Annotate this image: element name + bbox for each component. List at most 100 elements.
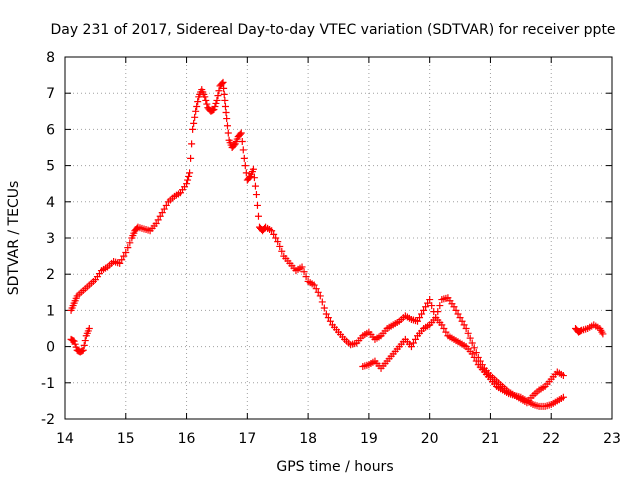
data-point — [221, 96, 229, 104]
data-point — [462, 325, 470, 332]
data-point — [78, 347, 86, 355]
data-point — [458, 317, 466, 325]
data-point — [270, 230, 278, 238]
data-point — [472, 349, 480, 357]
data-point — [80, 341, 88, 349]
data-point — [468, 339, 476, 347]
data-point — [70, 337, 78, 345]
data-point — [230, 141, 238, 149]
data-point — [302, 273, 310, 281]
data-point — [220, 90, 228, 98]
data-points — [67, 78, 607, 410]
data-point — [184, 176, 192, 184]
data-point — [240, 154, 248, 162]
data-point — [239, 146, 247, 154]
y-tick-label: 3 — [46, 231, 55, 247]
data-point — [577, 327, 585, 335]
data-point — [432, 314, 440, 322]
data-point — [318, 298, 326, 306]
x-tick-label: 20 — [421, 431, 439, 447]
data-point — [464, 329, 472, 337]
x-tick-label: 17 — [238, 431, 256, 447]
y-tick-label: 1 — [46, 303, 55, 319]
data-point — [189, 125, 197, 133]
data-point — [118, 256, 126, 264]
series-main — [67, 78, 567, 410]
x-tick-label: 14 — [56, 431, 74, 447]
data-point — [158, 209, 166, 217]
data-point — [249, 165, 257, 173]
data-point — [420, 306, 428, 314]
x-tick-label: 18 — [299, 431, 317, 447]
x-tick-label: 15 — [117, 431, 135, 447]
data-point — [300, 268, 308, 276]
data-point — [162, 201, 170, 209]
data-point — [236, 130, 244, 138]
data-point — [272, 234, 280, 242]
data-point — [250, 174, 258, 182]
data-point — [428, 302, 436, 310]
data-point — [194, 98, 202, 106]
data-point — [213, 96, 221, 104]
data-point — [312, 285, 320, 293]
data-point — [442, 328, 450, 336]
data-point — [79, 346, 87, 354]
data-point — [450, 303, 458, 311]
data-point — [326, 317, 334, 325]
data-point — [254, 212, 262, 220]
series-secondary — [359, 294, 567, 407]
data-point — [210, 105, 218, 113]
data-point — [223, 115, 231, 123]
data-point — [192, 107, 200, 115]
data-point — [124, 244, 132, 252]
data-point — [276, 242, 284, 250]
data-point — [183, 180, 191, 188]
y-tick-label: 2 — [46, 267, 55, 283]
data-point — [190, 119, 198, 127]
data-point — [122, 248, 130, 256]
data-point — [85, 325, 93, 332]
data-point — [154, 216, 162, 224]
data-point — [224, 129, 232, 137]
data-point — [186, 169, 194, 177]
data-point — [436, 302, 444, 310]
data-point — [203, 100, 211, 108]
data-point — [81, 337, 89, 345]
data-point — [452, 306, 460, 314]
data-point — [252, 191, 260, 199]
axis-ticks — [64, 56, 613, 420]
data-point — [559, 372, 567, 380]
data-point — [126, 239, 134, 247]
data-point — [237, 129, 245, 137]
data-point — [440, 325, 448, 332]
data-point — [238, 137, 246, 145]
data-point — [215, 87, 223, 95]
series-fragment-late — [572, 321, 607, 338]
data-point — [152, 220, 160, 228]
data-point — [201, 93, 209, 101]
grid-lines — [65, 57, 612, 419]
data-point — [221, 102, 229, 110]
data-point — [478, 361, 486, 369]
data-point — [298, 263, 306, 271]
data-point — [156, 212, 164, 220]
data-point — [220, 84, 228, 92]
data-point — [160, 205, 168, 213]
y-tick-label: -2 — [41, 412, 55, 428]
data-point — [116, 259, 124, 267]
data-point — [434, 308, 442, 316]
data-point — [242, 169, 250, 177]
data-point — [219, 78, 227, 86]
data-point — [322, 310, 330, 318]
data-point — [218, 80, 226, 88]
data-point — [474, 353, 482, 361]
y-tick-label: 6 — [46, 122, 55, 138]
y-axis-label: SDTVAR / TECUs — [6, 181, 22, 296]
data-point — [426, 296, 434, 304]
x-tick-label: 19 — [360, 431, 378, 447]
x-tick-label: 16 — [178, 431, 196, 447]
data-point — [310, 281, 318, 289]
data-point — [253, 201, 261, 209]
data-point — [466, 334, 474, 342]
